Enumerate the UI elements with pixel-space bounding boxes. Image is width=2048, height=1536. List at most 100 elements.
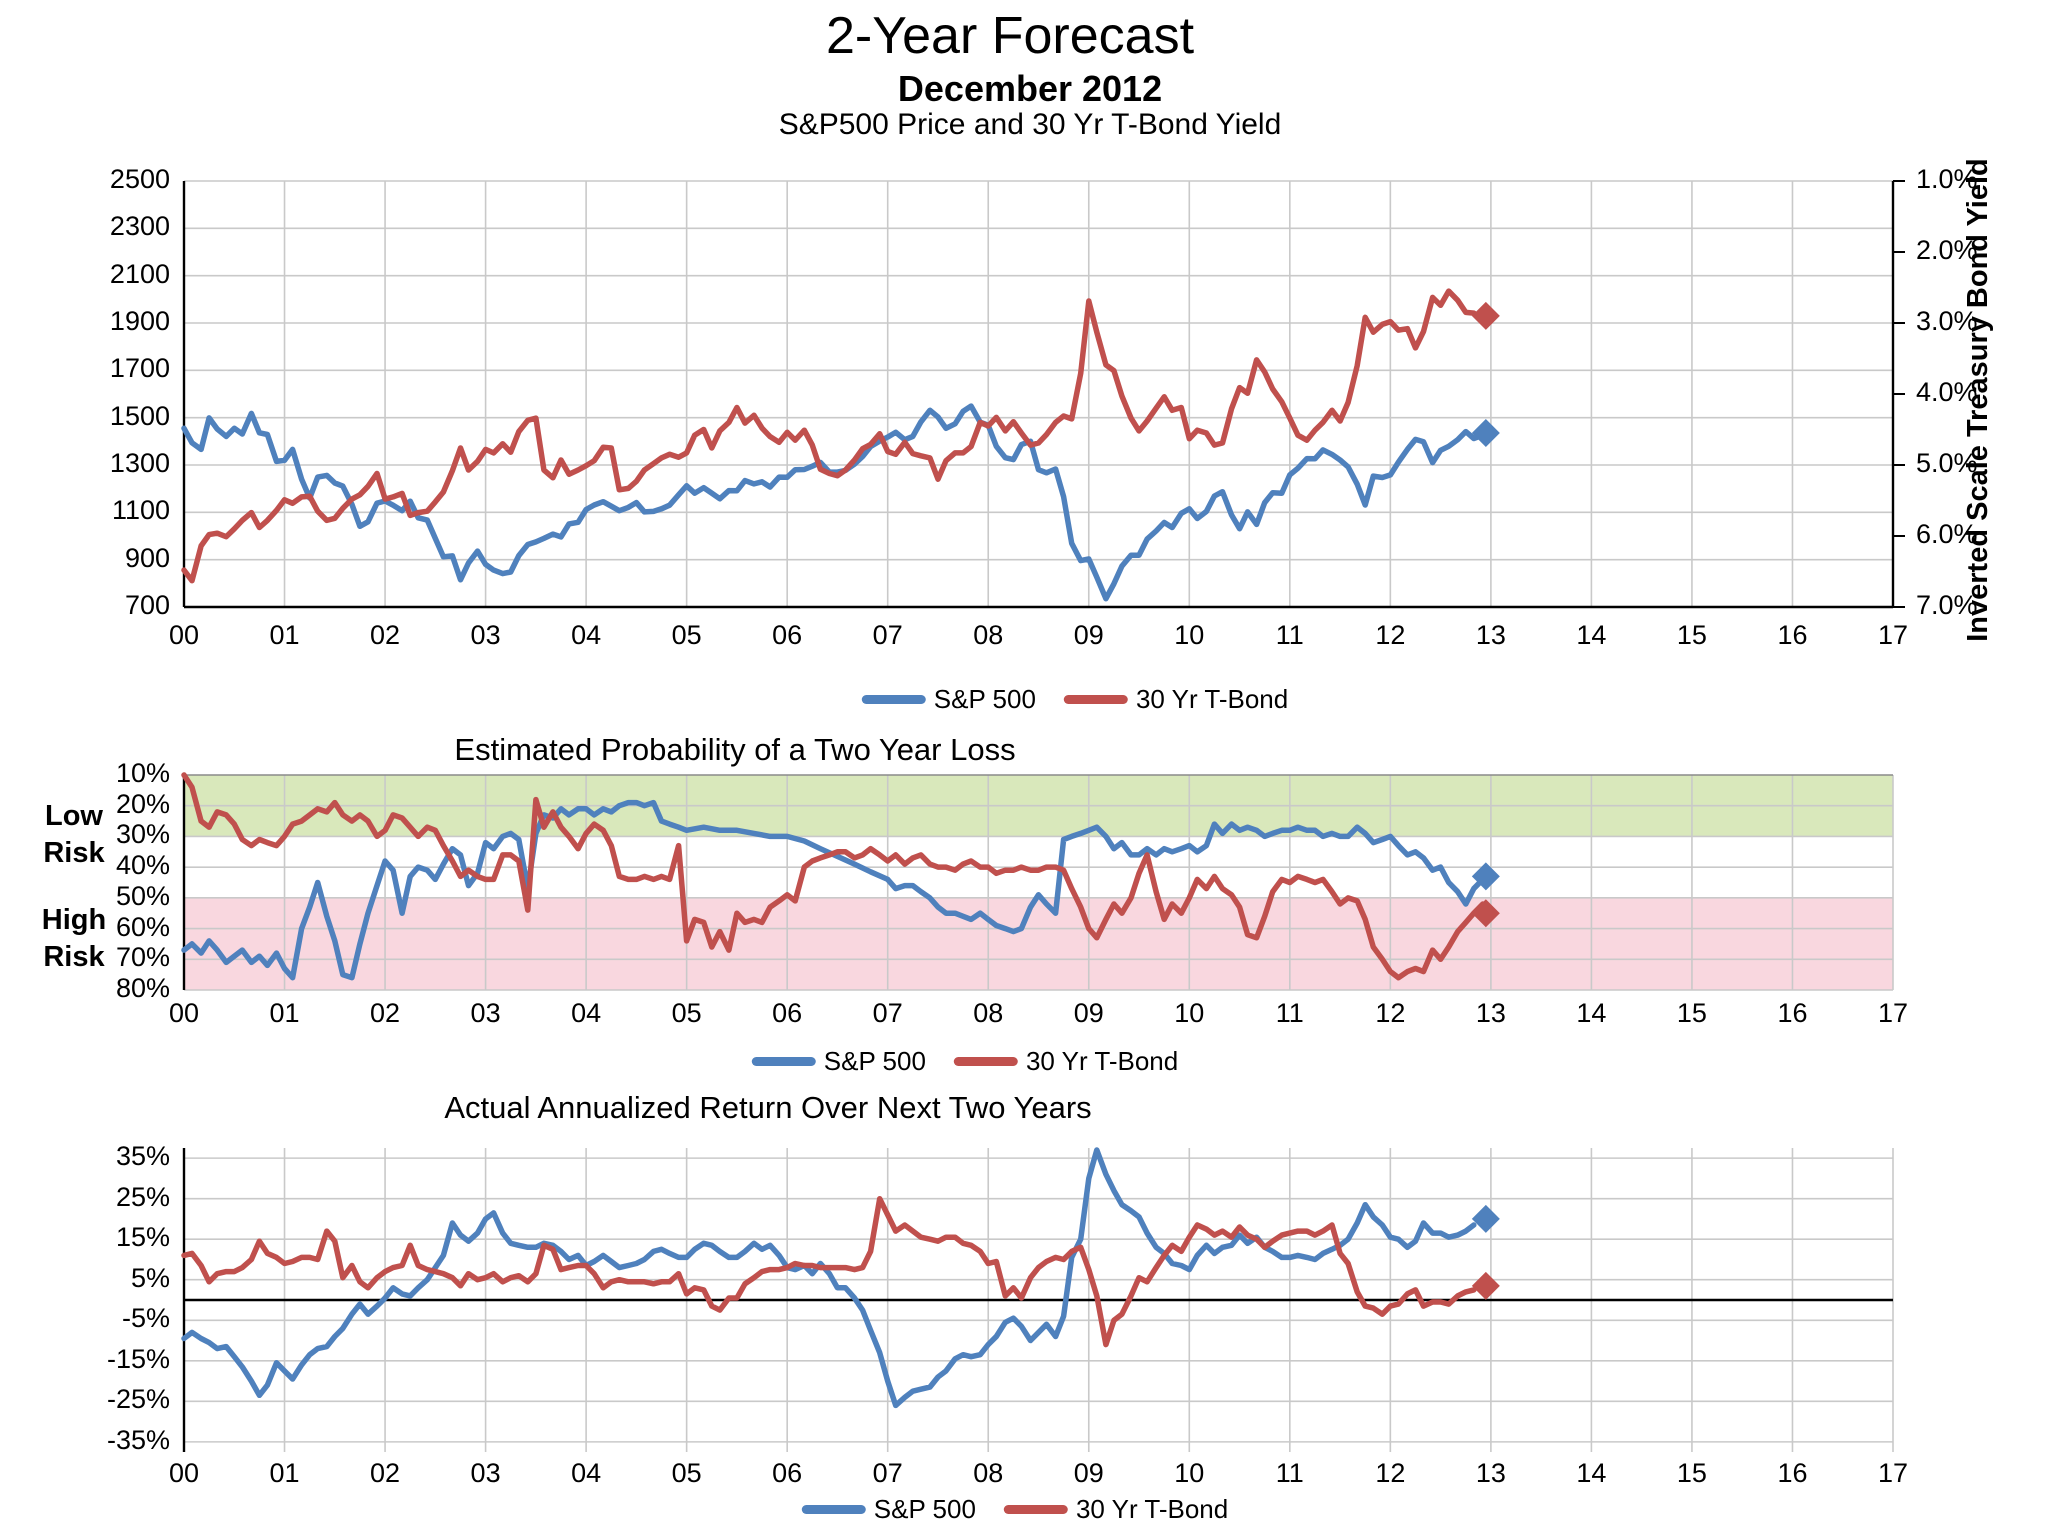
x-tick-label: 07 <box>872 620 903 650</box>
y-tick-label: 1700 <box>109 353 170 384</box>
x-tick-label: 00 <box>168 620 200 650</box>
forecast-diamond <box>1471 419 1500 448</box>
tbond-line-swatch <box>1003 1505 1068 1514</box>
x-tick-label: 04 <box>571 1458 602 1488</box>
x-tick-label: 04 <box>571 998 602 1028</box>
x-tick-label: 13 <box>1475 1458 1506 1488</box>
x-tick-label: 11 <box>1275 1458 1304 1488</box>
forecast-diamond <box>1471 1204 1500 1233</box>
y-tick-label: 1500 <box>109 400 170 431</box>
page-subtitle: December 2012 <box>897 68 1163 109</box>
forecast-diamond <box>1471 1271 1500 1300</box>
tbond-line-swatch <box>1063 695 1128 704</box>
x-tick-label: 15 <box>1676 1458 1707 1488</box>
x-tick-label: 03 <box>470 998 501 1028</box>
x-tick-label: 13 <box>1475 620 1506 650</box>
forecast-diamond <box>1471 301 1500 330</box>
y-tick-label: 5% <box>130 1262 170 1293</box>
sp500-line-swatch <box>801 1505 866 1514</box>
legend-item-sp500: S&P 500 <box>801 1494 976 1525</box>
y-tick-label: 2300 <box>109 211 170 242</box>
y-tick-label: 1100 <box>111 495 170 526</box>
x-tick-label: 10 <box>1174 620 1205 650</box>
y-tick-label: 1300 <box>109 448 170 478</box>
x-tick-label: 08 <box>973 998 1004 1028</box>
x-tick-label: 14 <box>1576 998 1607 1028</box>
x-tick-label: 11 <box>1275 998 1304 1028</box>
chart-title-price-yield: S&P500 Price and 30 Yr T-Bond Yield <box>778 108 1282 141</box>
x-tick-label: 09 <box>1073 1458 1104 1488</box>
y-tick-label-right: 5.0% <box>1916 448 1978 478</box>
legend-item-sp500: S&P 500 <box>861 684 1036 715</box>
tbond-line-swatch <box>953 1057 1018 1066</box>
x-tick-label: 12 <box>1375 998 1406 1028</box>
x-tick-label: 09 <box>1073 620 1104 650</box>
sp500-line-swatch <box>751 1057 816 1066</box>
x-tick-label: 01 <box>269 620 300 650</box>
x-tick-label: 09 <box>1073 998 1104 1028</box>
x-tick-label: 17 <box>1877 998 1909 1028</box>
legend-label-tbond: 30 Yr T-Bond <box>1025 1046 1179 1076</box>
right-axis-title: Inverted Scale Treasury Bond Yield <box>1962 158 1994 642</box>
y-tick-label: 2100 <box>109 258 170 289</box>
legend-label-tbond: 30 Yr T-Bond <box>1135 684 1289 714</box>
x-tick-label: 11 <box>1275 620 1304 650</box>
y-tick-label: 35% <box>115 1141 170 1172</box>
legend-item-tbond: 30 Yr T-Bond <box>953 1046 1179 1077</box>
chart-title-loss-probability: Estimated Probability of a Two Year Loss <box>454 732 1016 767</box>
y-tick-label-right: 3.0% <box>1916 306 1978 336</box>
x-tick-label: 03 <box>470 620 501 650</box>
y-tick-label: -25% <box>106 1384 170 1415</box>
x-tick-label: 01 <box>269 1458 300 1488</box>
x-tick-label: 10 <box>1174 998 1205 1028</box>
x-tick-label: 06 <box>772 620 803 650</box>
y-tick-label: 15% <box>115 1222 170 1253</box>
y-tick-label: 70% <box>115 942 170 973</box>
x-tick-label: 17 <box>1877 620 1909 650</box>
legend-label-sp500: S&P 500 <box>933 684 1036 714</box>
x-tick-label: 00 <box>168 1458 200 1488</box>
y-tick-label-right: 2.0% <box>1916 235 1978 265</box>
low-risk-label: Low Risk <box>43 800 105 869</box>
x-tick-label: 00 <box>168 998 200 1028</box>
y-tick-label: 2500 <box>109 164 170 194</box>
y-tick-label: -15% <box>106 1343 170 1374</box>
x-tick-label: 02 <box>370 1458 401 1488</box>
y-tick-label: 25% <box>115 1181 170 1212</box>
x-tick-label: 15 <box>1676 998 1707 1028</box>
x-tick-label: 17 <box>1877 1458 1909 1488</box>
x-tick-label: 12 <box>1375 1458 1406 1488</box>
y-tick-label: 700 <box>124 590 170 620</box>
y-tick-label: 1900 <box>109 306 170 336</box>
x-tick-label: 08 <box>973 620 1004 650</box>
page-title: 2-Year Forecast <box>825 7 1195 65</box>
y-tick-label: 10% <box>115 758 170 788</box>
forecast-diamond <box>1471 862 1500 891</box>
x-tick-label: 12 <box>1375 620 1406 650</box>
y-tick-label-right: 1.0% <box>1916 164 1978 194</box>
y-tick-label: 20% <box>115 788 170 819</box>
y-tick-label: 40% <box>115 850 170 881</box>
y-tick-label: -35% <box>106 1424 170 1455</box>
y-tick-label: 30% <box>115 819 170 850</box>
x-tick-label: 06 <box>772 998 803 1028</box>
y-tick-label-right: 4.0% <box>1916 377 1978 407</box>
x-tick-label: 16 <box>1777 1458 1808 1488</box>
legend-label-sp500: S&P 500 <box>873 1494 976 1524</box>
x-tick-label: 05 <box>671 1458 702 1488</box>
y-tick-label-right: 7.0% <box>1916 590 1978 620</box>
sp500-line-swatch <box>861 695 926 704</box>
legend-item-tbond: 30 Yr T-Bond <box>1003 1494 1229 1525</box>
legend-label-tbond: 30 Yr T-Bond <box>1075 1494 1229 1524</box>
legend-label-sp500: S&P 500 <box>823 1046 926 1076</box>
x-tick-label: 04 <box>571 620 602 650</box>
y-tick-label: 900 <box>124 542 170 573</box>
x-tick-label: 02 <box>370 620 401 650</box>
legend-middle: S&P 500 30 Yr T-Bond <box>751 1046 1179 1077</box>
chart-title-annualized-return: Actual Annualized Return Over Next Two Y… <box>444 1090 1092 1125</box>
x-tick-label: 06 <box>772 1458 803 1488</box>
x-tick-label: 08 <box>973 1458 1004 1488</box>
y-tick-label: 60% <box>115 911 170 942</box>
